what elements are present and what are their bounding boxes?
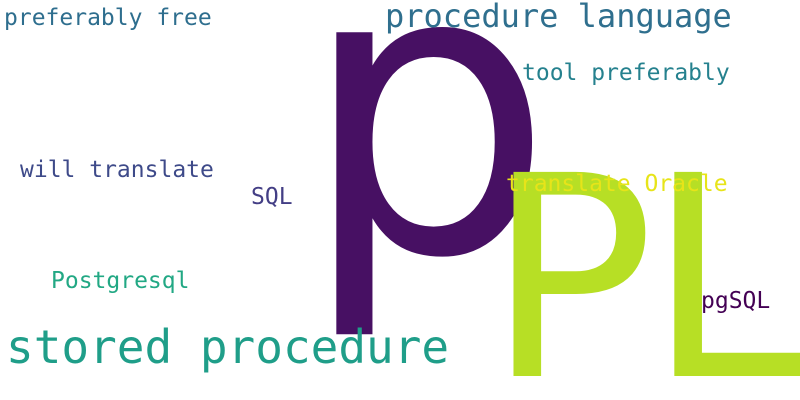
word-sql: SQL (251, 184, 293, 210)
word-will-translate: will translate (20, 157, 214, 183)
word-pgsql: pgSQL (701, 288, 771, 314)
word-tool-preferably: tool preferably (522, 60, 730, 86)
word-preferably-free: preferably free (4, 5, 212, 31)
word-procedure-language: procedure language (385, 0, 732, 35)
word-p: p (300, 0, 554, 346)
word-pl: PL (486, 117, 800, 400)
word-stored-procedure: stored procedure (6, 320, 450, 374)
word-translate-oracle: translate Oracle (506, 171, 728, 197)
word-postgresql: Postgresql (51, 268, 190, 294)
